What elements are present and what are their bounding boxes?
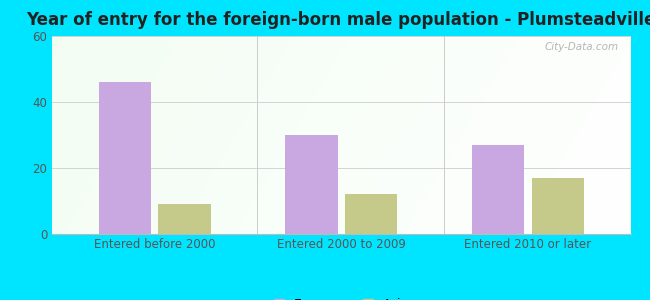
Text: City-Data.com: City-Data.com [545,42,619,52]
Bar [472,145,524,234]
Bar [345,194,397,234]
Legend: Europe, Asia: Europe, Asia [274,298,409,300]
Bar [99,82,151,234]
Bar [285,135,337,234]
Title: Year of entry for the foreign-born male population - Plumsteadville: Year of entry for the foreign-born male … [27,11,650,29]
Bar [159,204,211,234]
Bar [532,178,584,234]
